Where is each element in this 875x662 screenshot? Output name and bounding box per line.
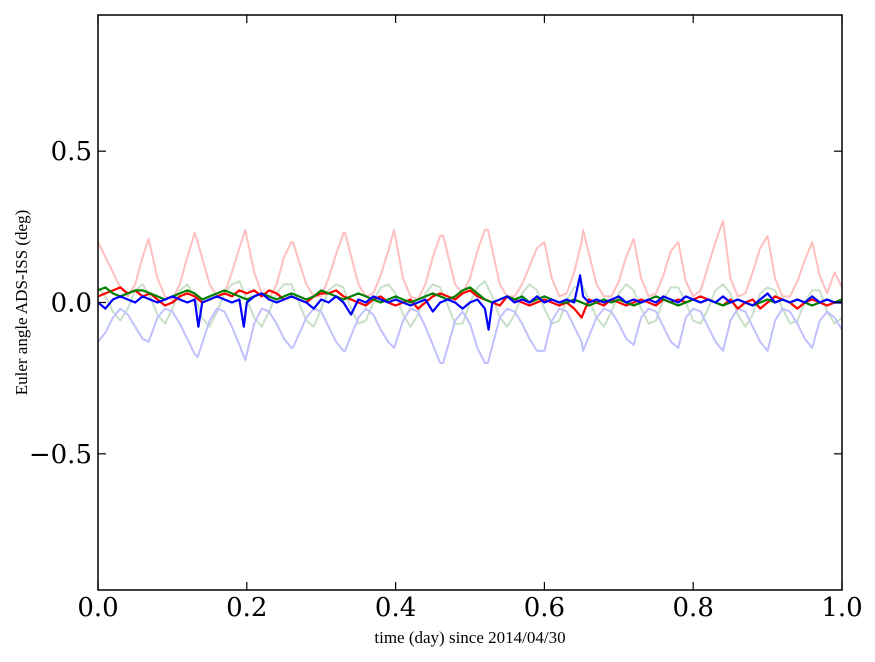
series-line-3 (98, 307, 842, 364)
x-tick-label: 1.0 (821, 593, 862, 623)
x-axis-label: time (day) since 2014/04/30 (374, 628, 565, 647)
series-layer (98, 219, 842, 364)
x-tick-label: 0.0 (77, 593, 118, 623)
y-tick-label: −0.5 (29, 440, 92, 470)
x-tick-label: 0.6 (524, 593, 565, 623)
y-tick-label: 0.5 (51, 137, 92, 167)
x-tick-label: 0.8 (673, 593, 714, 623)
y-axis-label: Euler angle ADS-ISS (deg) (12, 210, 31, 396)
ticks-layer: 0.0 0.2 0.4 0.6 0.8 1.0 −0.5 0.0 0.5 (29, 15, 863, 623)
x-tick-label: 0.4 (375, 593, 416, 623)
x-tick-label: 0.2 (226, 593, 267, 623)
y-tick-label: 0.0 (51, 289, 92, 319)
series-line-5 (98, 286, 842, 307)
series-line-6 (98, 274, 842, 331)
